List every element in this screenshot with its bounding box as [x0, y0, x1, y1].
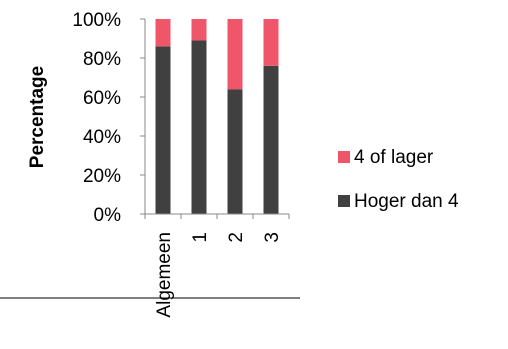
x-tick-label: Algemeen [154, 232, 175, 318]
y-tick-label: 60% [83, 88, 121, 109]
y-tick-label: 0% [94, 205, 122, 226]
bar-segment [191, 40, 207, 215]
y-tick-labels: 0% 20% 40% 60% 80% 100% [72, 10, 145, 226]
x-tick-labels: Algemeen 1 2 3 [144, 214, 290, 318]
y-tick-label: 40% [83, 127, 121, 148]
bar-segment [191, 19, 207, 41]
legend-label: Hoger dan 4 [354, 191, 459, 212]
x-tick-label: 3 [262, 232, 283, 243]
legend: 4 of lager Hoger dan 4 [338, 147, 459, 212]
bar-segment [155, 46, 171, 214]
x-tick-label: 2 [226, 232, 247, 243]
y-axis-label: Percentage [27, 66, 48, 168]
y-tick-label: 80% [83, 49, 121, 70]
bar-segment [227, 89, 243, 214]
legend-swatch [338, 151, 350, 163]
bar-segment [155, 19, 171, 47]
legend-swatch [338, 195, 350, 207]
x-tick-label: 1 [190, 232, 211, 243]
bar-segment [263, 65, 279, 214]
bar-segment [263, 19, 279, 66]
legend-label: 4 of lager [354, 147, 434, 168]
y-tick-label: 20% [83, 166, 121, 187]
y-tick-label: 100% [72, 10, 121, 31]
bar-segment [227, 19, 243, 90]
bars [155, 19, 279, 215]
